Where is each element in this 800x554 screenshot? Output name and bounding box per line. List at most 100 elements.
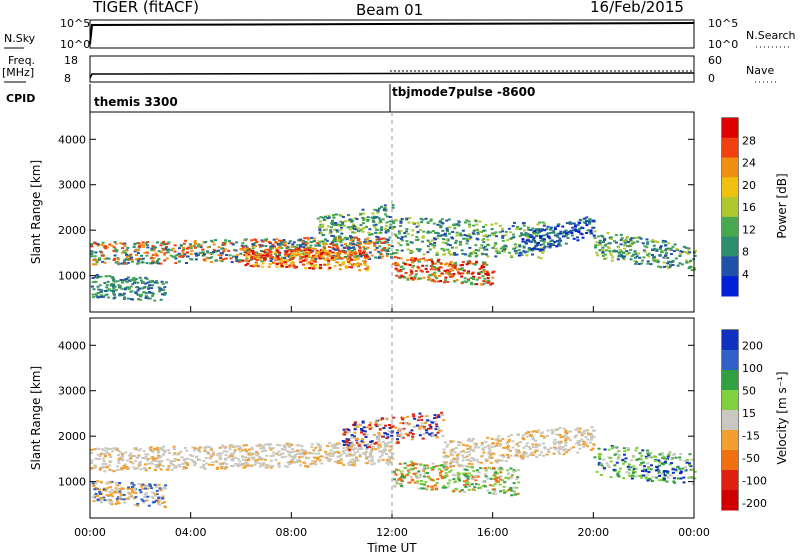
scatter-cell xyxy=(434,238,437,241)
scatter-cell xyxy=(664,254,668,257)
scatter-cell xyxy=(315,452,319,455)
scatter-cell xyxy=(429,425,433,428)
scatter-cell xyxy=(160,280,164,283)
scatter-cell xyxy=(495,477,498,480)
scatter-cell xyxy=(327,268,331,271)
scatter-cell xyxy=(238,445,241,448)
scatter-cell xyxy=(411,435,415,438)
scatter-cell xyxy=(667,242,671,245)
scatter-cell xyxy=(484,234,488,237)
scatter-cell xyxy=(135,258,138,261)
scatter-cell xyxy=(415,248,419,251)
scatter-cell xyxy=(199,245,203,248)
scatter-cell xyxy=(104,447,108,450)
scatter-cell xyxy=(269,459,273,462)
scatter-cell xyxy=(244,461,248,464)
scatter-cell xyxy=(425,415,429,418)
scatter-cell xyxy=(386,230,390,233)
scatter-cell xyxy=(492,442,496,444)
scatter-cell xyxy=(449,275,452,278)
scatter-cell xyxy=(675,248,679,251)
scatter-cell xyxy=(337,235,341,238)
scatter-cell xyxy=(244,260,248,263)
scatter-cell xyxy=(94,293,98,296)
scatter-cell xyxy=(410,271,414,273)
scatter-cell xyxy=(640,474,644,477)
scatter-cell xyxy=(263,258,267,261)
scatter-cell xyxy=(116,487,120,490)
scatter-cell xyxy=(277,261,281,264)
colorbar-segment xyxy=(722,256,738,277)
scatter-cell xyxy=(523,233,526,236)
scatter-cell xyxy=(262,250,266,253)
scatter-cell xyxy=(495,472,499,475)
scatter-cell xyxy=(281,256,284,259)
scatter-cell xyxy=(520,234,524,236)
scatter-cell xyxy=(522,446,526,449)
scatter-cell xyxy=(189,258,193,260)
scatter-cell xyxy=(154,464,158,467)
scatter-cell xyxy=(174,257,178,260)
scatter-cell xyxy=(456,471,460,474)
scatter-cell xyxy=(337,460,341,463)
scatter-cell xyxy=(459,242,463,245)
scatter-cell xyxy=(173,250,177,253)
scatter-cell xyxy=(483,485,487,488)
scatter-cell xyxy=(448,226,452,229)
scatter-cell xyxy=(632,468,636,470)
scatter-cell xyxy=(350,249,354,252)
scatter-cell xyxy=(442,460,446,463)
scatter-cell xyxy=(316,242,320,244)
scatter-cell xyxy=(603,253,607,256)
scatter-cell xyxy=(126,246,130,249)
scatter-cell xyxy=(375,235,379,238)
scatter-cell xyxy=(113,254,117,257)
scatter-cell xyxy=(420,487,424,490)
scatter-cell xyxy=(514,246,518,249)
scatter-cell xyxy=(384,444,388,447)
scatter-cell xyxy=(451,460,455,463)
scatter-cell xyxy=(568,222,572,225)
scatter-cell xyxy=(343,433,347,436)
scatter-cell xyxy=(203,253,206,256)
scatter-cell xyxy=(204,457,208,460)
scatter-cell xyxy=(108,453,112,456)
scatter-cell xyxy=(534,443,538,446)
scatter-cell xyxy=(118,457,121,460)
scatter-cell xyxy=(141,500,145,502)
scatter-cell xyxy=(263,253,267,255)
scatter-cell xyxy=(123,501,127,504)
scatter-cell xyxy=(132,246,136,248)
scatter-cell xyxy=(180,456,184,459)
scatter-cell xyxy=(478,220,482,223)
scatter-cell xyxy=(145,244,149,246)
scatter-cell xyxy=(426,230,430,233)
scatter-cell xyxy=(233,445,236,448)
scatter-cell xyxy=(440,429,444,432)
scatter-cell xyxy=(477,471,481,474)
scatter-cell xyxy=(211,463,215,466)
scatter-cell xyxy=(414,273,418,276)
scatter-cell xyxy=(443,476,447,479)
scatter-cell xyxy=(627,468,631,471)
scatter-cell xyxy=(655,476,658,479)
scatter-cell xyxy=(564,444,568,447)
scatter-cell xyxy=(423,464,427,467)
scatter-cell xyxy=(353,431,357,434)
scatter-cell xyxy=(323,263,327,266)
scatter-cell xyxy=(426,239,430,242)
scatter-cell xyxy=(651,475,655,478)
scatter-cell xyxy=(428,477,432,480)
scatter-cell xyxy=(477,271,481,274)
scatter-cell xyxy=(339,223,343,226)
scatter-cell xyxy=(309,244,313,247)
scatter-cell xyxy=(662,261,666,264)
scatter-cell xyxy=(176,458,180,461)
scatter-cell xyxy=(461,281,465,284)
scatter-cell xyxy=(163,293,167,296)
scatter-cell xyxy=(502,446,506,449)
scatter-cell xyxy=(379,237,383,240)
scatter-cell xyxy=(690,458,694,461)
scatter-cell xyxy=(679,253,683,256)
scatter-cell xyxy=(321,234,325,237)
